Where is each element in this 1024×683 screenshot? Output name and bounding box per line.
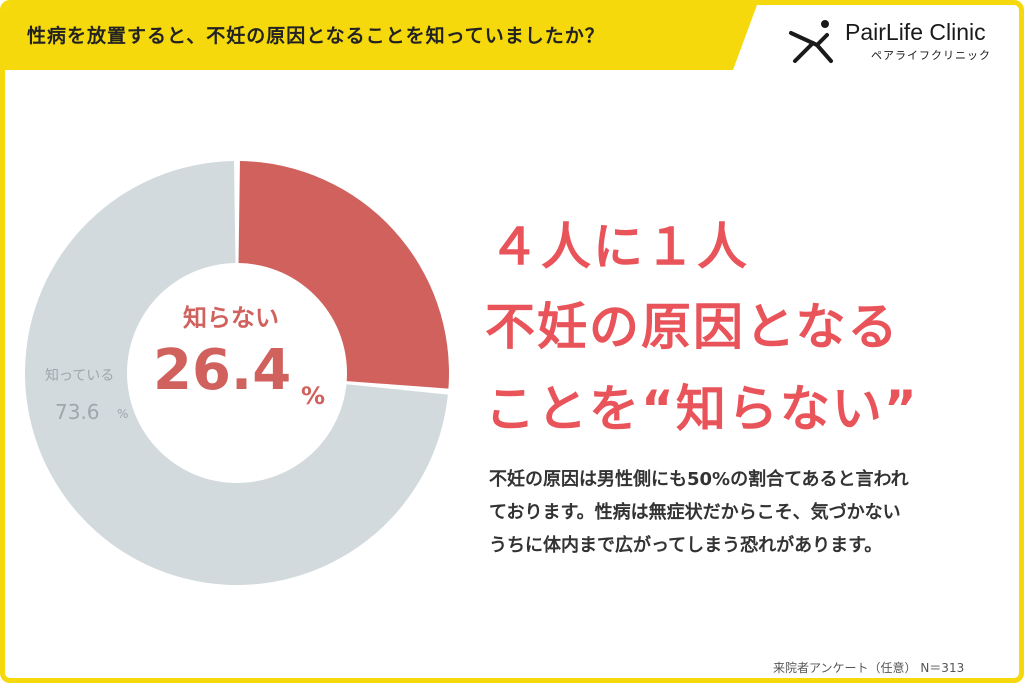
known-value: 73.6 (55, 400, 100, 424)
header-bar-shape (5, 5, 757, 70)
known-label: 知っている (45, 368, 115, 384)
donut-slice-known (25, 161, 448, 586)
donut-chart (25, 161, 449, 586)
known-unit: % (117, 407, 129, 421)
headline-line-1: ４人に１人 (489, 218, 749, 276)
body-line-3: うちに体内まで広がってしまう恐れがあります。 (489, 535, 883, 556)
headline-line-2: 不妊の原因となる (485, 298, 900, 356)
logo-kana: ペアライフクリニック (871, 49, 991, 62)
header-bar (5, 5, 757, 70)
survey-question: 性病を放置すると、不妊の原因となることを知っていましたか？ (27, 25, 605, 47)
center-value: 26.4 (153, 338, 292, 403)
headline-line-3: ことを“知らない” (485, 380, 919, 438)
running-person-icon (789, 20, 833, 63)
clinic-logo: PairLife Clinic ペアライフクリニック (785, 15, 1005, 65)
body-line-2: ております。性病は無症状だからこそ、気づかない (489, 502, 901, 523)
donut-slice-unknown (238, 161, 449, 389)
body-text: 不妊の原因は男性側にも50%の割合てあると言われ ております。性病は無症状だから… (489, 463, 1009, 562)
center-unit: % (301, 382, 326, 410)
logo-name: PairLife Clinic (845, 19, 986, 45)
body-line-1: 不妊の原因は男性側にも50%の割合てあると言われ (489, 469, 909, 490)
survey-source: 来院者アンケート（任意） N＝313 (773, 661, 965, 675)
center-label: 知らない (183, 304, 279, 332)
